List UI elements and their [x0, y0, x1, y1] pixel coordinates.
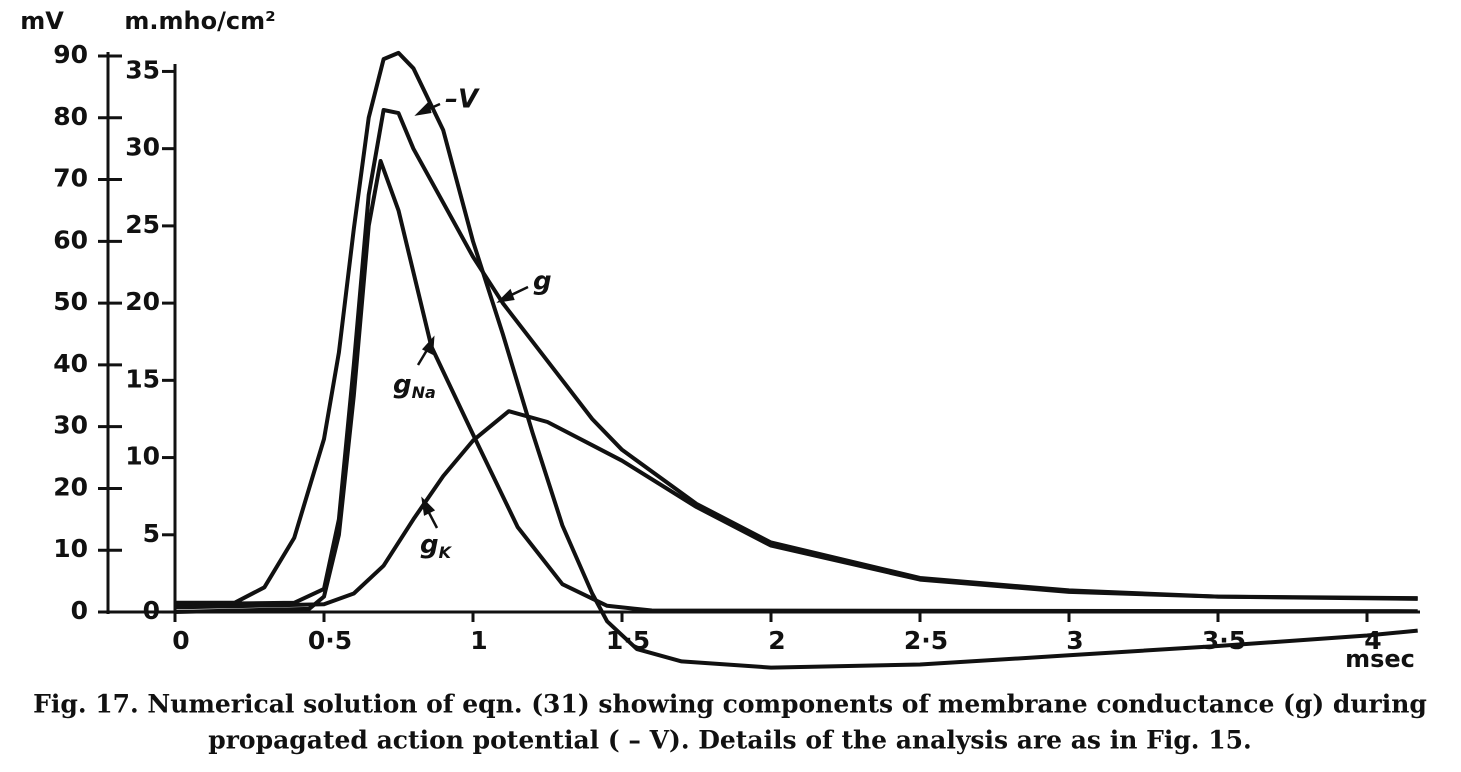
y2-tick-label: 35	[125, 55, 160, 84]
y-axis-label: mV	[20, 7, 64, 35]
x-tick-label: 0	[172, 626, 189, 655]
series-line	[174, 159, 1418, 614]
series-line	[174, 108, 1418, 607]
y2-tick-label: 5	[143, 519, 160, 548]
series-line	[175, 50, 1418, 670]
y2-tick-label: 10	[125, 442, 160, 471]
series-label: gNa	[393, 370, 436, 402]
x-tick-label: 2·5	[904, 626, 948, 655]
x-axis-label: msec	[1345, 645, 1415, 673]
y-tick-label: 40	[53, 349, 88, 378]
x-tick-label: 0·5	[308, 626, 352, 655]
series-line	[174, 409, 1418, 610]
caption-line: propagated action potential ( – V). Deta…	[208, 726, 1251, 755]
x-tick-label: 4	[1364, 626, 1381, 655]
x-tick-label: 2	[768, 626, 785, 655]
y-tick-label: 50	[53, 287, 88, 316]
y-tick-label: 80	[53, 102, 88, 131]
y-tick-label: 30	[53, 411, 88, 440]
series-label: –V	[445, 85, 480, 115]
y-tick-label: 0	[71, 596, 88, 625]
y2-tick-label: 15	[125, 364, 160, 393]
y2-tick-label: 20	[125, 287, 160, 316]
caption-line: Fig. 17. Numerical solution of eqn. (31)…	[33, 690, 1427, 719]
series-label: g	[533, 267, 552, 297]
y-tick-label: 10	[53, 534, 88, 563]
x-tick-label: 3	[1066, 626, 1083, 655]
x-tick-label: 1	[470, 626, 487, 655]
y2-tick-label: 25	[125, 210, 160, 239]
y2-tick-label: 0	[143, 596, 160, 625]
y2-axis-label: m.mho/cm²	[124, 7, 275, 35]
y-tick-label: 70	[53, 164, 88, 193]
y-tick-label: 90	[53, 40, 88, 69]
series-label: gK	[420, 530, 453, 562]
y-tick-label: 20	[53, 472, 88, 501]
x-tick-label: 3·5	[1202, 626, 1246, 655]
y-tick-label: 60	[53, 225, 88, 254]
y2-tick-label: 30	[125, 133, 160, 162]
